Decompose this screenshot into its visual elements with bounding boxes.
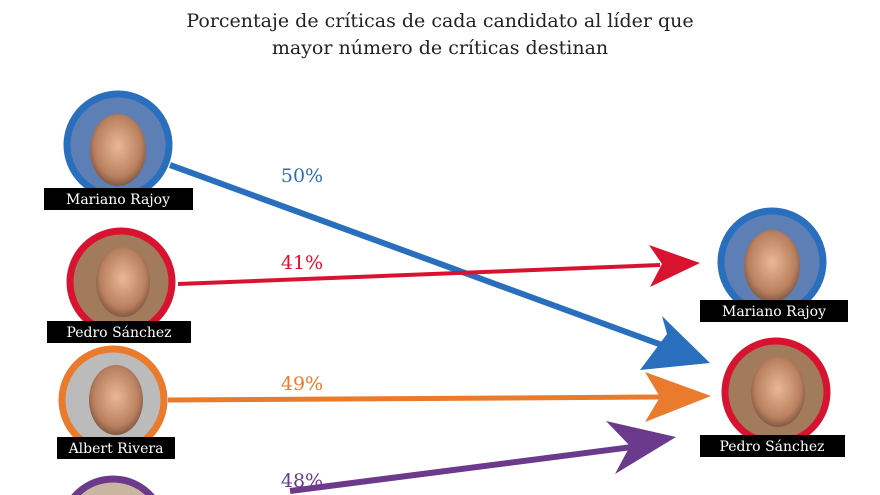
portrait-photo bbox=[744, 230, 800, 302]
candidate-name: Pedro Sánchez bbox=[66, 325, 171, 341]
chart-title: Porcentaje de críticas de cada candidato… bbox=[0, 8, 880, 62]
arrow-iglesias-to-sanchez bbox=[289, 421, 676, 494]
candidate-left-rivera: Albert Rivera bbox=[57, 345, 175, 459]
candidate-left-rajoy: Mariano Rajoy bbox=[44, 90, 193, 210]
candidate-right-sanchez: Pedro Sánchez bbox=[700, 337, 845, 457]
portrait-photo bbox=[96, 247, 150, 317]
candidate-name: Mariano Rajoy bbox=[722, 304, 826, 320]
candidate-left-iglesias bbox=[71, 475, 155, 495]
portrait-photo bbox=[90, 114, 146, 186]
candidate-right-rajoy: Mariano Rajoy bbox=[700, 207, 848, 322]
candidate-name: Mariano Rajoy bbox=[66, 192, 170, 208]
title-line-1: Porcentaje de críticas de cada candidato… bbox=[186, 10, 694, 32]
candidate-left-sanchez: Pedro Sánchez bbox=[47, 227, 191, 343]
portrait-photo bbox=[80, 482, 146, 495]
pct-label: 41% bbox=[281, 252, 323, 274]
pct-label: 50% bbox=[281, 165, 323, 187]
arrow-sanchez-to-rajoy bbox=[177, 245, 700, 287]
arrow-rivera-to-sanchez bbox=[167, 372, 711, 422]
pct-label: 48% bbox=[281, 470, 323, 492]
pct-label: 49% bbox=[281, 373, 323, 395]
arrow-rajoy-to-sanchez bbox=[168, 162, 710, 370]
candidate-name: Pedro Sánchez bbox=[719, 439, 824, 455]
portrait-photo bbox=[89, 365, 143, 435]
candidate-name: Albert Rivera bbox=[68, 441, 164, 457]
portrait-photo bbox=[751, 357, 805, 427]
title-line-2: mayor número de críticas destinan bbox=[271, 37, 609, 59]
